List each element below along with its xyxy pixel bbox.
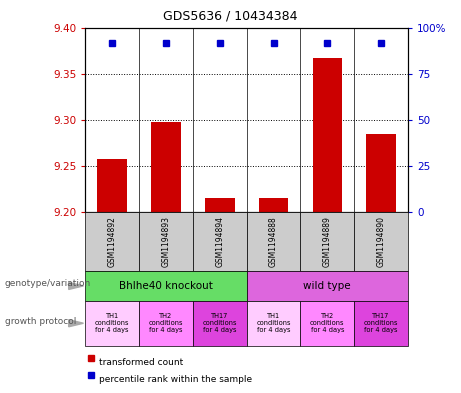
Text: TH2
conditions
for 4 days: TH2 conditions for 4 days bbox=[310, 313, 344, 333]
Bar bbox=[151, 122, 181, 212]
Text: GSM1194890: GSM1194890 bbox=[377, 216, 385, 267]
Polygon shape bbox=[69, 282, 83, 289]
Text: GSM1194889: GSM1194889 bbox=[323, 216, 332, 267]
Text: TH17
conditions
for 4 days: TH17 conditions for 4 days bbox=[364, 313, 398, 333]
Text: wild type: wild type bbox=[303, 281, 351, 291]
Bar bbox=[97, 159, 127, 212]
Text: Bhlhe40 knockout: Bhlhe40 knockout bbox=[119, 281, 213, 291]
Bar bbox=[259, 198, 288, 212]
Bar bbox=[301, 212, 354, 271]
Bar bbox=[354, 301, 408, 346]
Text: GSM1194893: GSM1194893 bbox=[161, 216, 171, 267]
Bar bbox=[85, 212, 139, 271]
Text: genotype/variation: genotype/variation bbox=[5, 279, 91, 288]
Bar bbox=[139, 301, 193, 346]
Text: GSM1194894: GSM1194894 bbox=[215, 216, 224, 267]
Bar bbox=[354, 212, 408, 271]
Text: transformed count: transformed count bbox=[99, 358, 183, 367]
Text: GSM1194888: GSM1194888 bbox=[269, 216, 278, 267]
Bar bbox=[205, 198, 235, 212]
Text: percentile rank within the sample: percentile rank within the sample bbox=[99, 375, 252, 384]
Bar bbox=[313, 58, 342, 212]
Text: GSM1194892: GSM1194892 bbox=[108, 216, 117, 267]
Bar bbox=[193, 212, 247, 271]
Bar bbox=[301, 301, 354, 346]
Bar bbox=[193, 301, 247, 346]
Bar bbox=[85, 301, 139, 346]
Bar bbox=[247, 212, 301, 271]
Text: TH2
conditions
for 4 days: TH2 conditions for 4 days bbox=[149, 313, 183, 333]
Bar bbox=[139, 212, 193, 271]
Text: TH17
conditions
for 4 days: TH17 conditions for 4 days bbox=[202, 313, 237, 333]
Bar bbox=[366, 134, 396, 212]
Text: growth protocol: growth protocol bbox=[5, 317, 76, 326]
Text: GDS5636 / 10434384: GDS5636 / 10434384 bbox=[163, 10, 298, 23]
Bar bbox=[247, 301, 301, 346]
Text: TH1
conditions
for 4 days: TH1 conditions for 4 days bbox=[256, 313, 291, 333]
Polygon shape bbox=[69, 320, 83, 327]
Text: TH1
conditions
for 4 days: TH1 conditions for 4 days bbox=[95, 313, 130, 333]
Bar bbox=[85, 271, 247, 301]
Bar bbox=[247, 271, 408, 301]
